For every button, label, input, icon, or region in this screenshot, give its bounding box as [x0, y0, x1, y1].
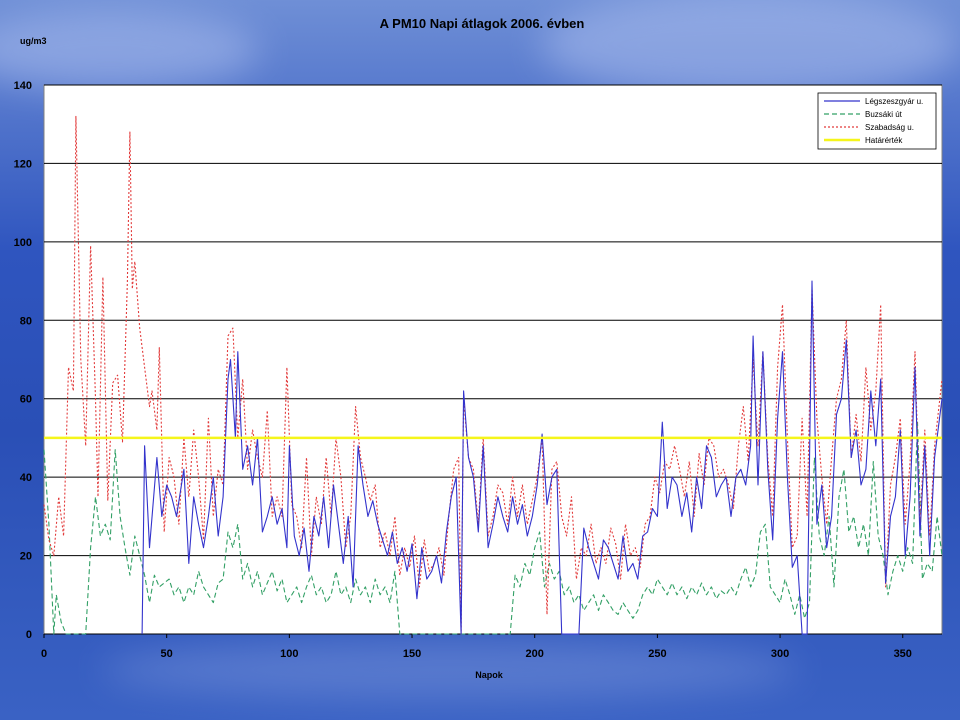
series-lines: [43, 115, 943, 635]
y-tick-label: 0: [26, 629, 32, 641]
chart-title: A PM10 Napi átlagok 2006. évben: [380, 16, 585, 31]
y-tick-label: 140: [14, 80, 32, 92]
legend-label: Buzsáki út: [865, 110, 903, 119]
y-tick-label: 120: [14, 158, 32, 170]
y-tick-label: 60: [20, 394, 32, 406]
y-tick-label: 20: [20, 551, 32, 563]
x-axis-label: Napok: [475, 670, 504, 680]
x-tick-label: 50: [161, 648, 173, 660]
y-tick-label: 100: [14, 237, 32, 249]
gridlines: [44, 84, 942, 635]
x-tick-label: 350: [894, 648, 912, 660]
legend-label: Légszeszgyár u.: [865, 97, 923, 106]
y-tick-label: 40: [20, 472, 32, 484]
y-ticks: 0 20 40 60 80 100 120 140: [14, 80, 32, 641]
x-tick-label: 0: [41, 648, 47, 660]
x-tick-label: 300: [771, 648, 789, 660]
plot-area: [43, 84, 943, 635]
x-ticks: 0 50 100 150 200 250 300 350: [41, 634, 912, 660]
x-tick-label: 200: [526, 648, 544, 660]
series-line-1: [43, 421, 943, 635]
series-line-0: [141, 280, 943, 635]
y-tick-label: 80: [20, 315, 32, 327]
legend-label: Szabadság u.: [865, 123, 914, 132]
legend-label: Határérték: [865, 136, 903, 145]
y-axis-label: ug/m3: [20, 36, 47, 46]
x-tick-label: 100: [280, 648, 298, 660]
x-tick-label: 250: [648, 648, 666, 660]
legend: Légszeszgyár u. Buzsáki út Szabadság u. Hat…: [817, 92, 937, 150]
x-tick-label: 150: [403, 648, 421, 660]
